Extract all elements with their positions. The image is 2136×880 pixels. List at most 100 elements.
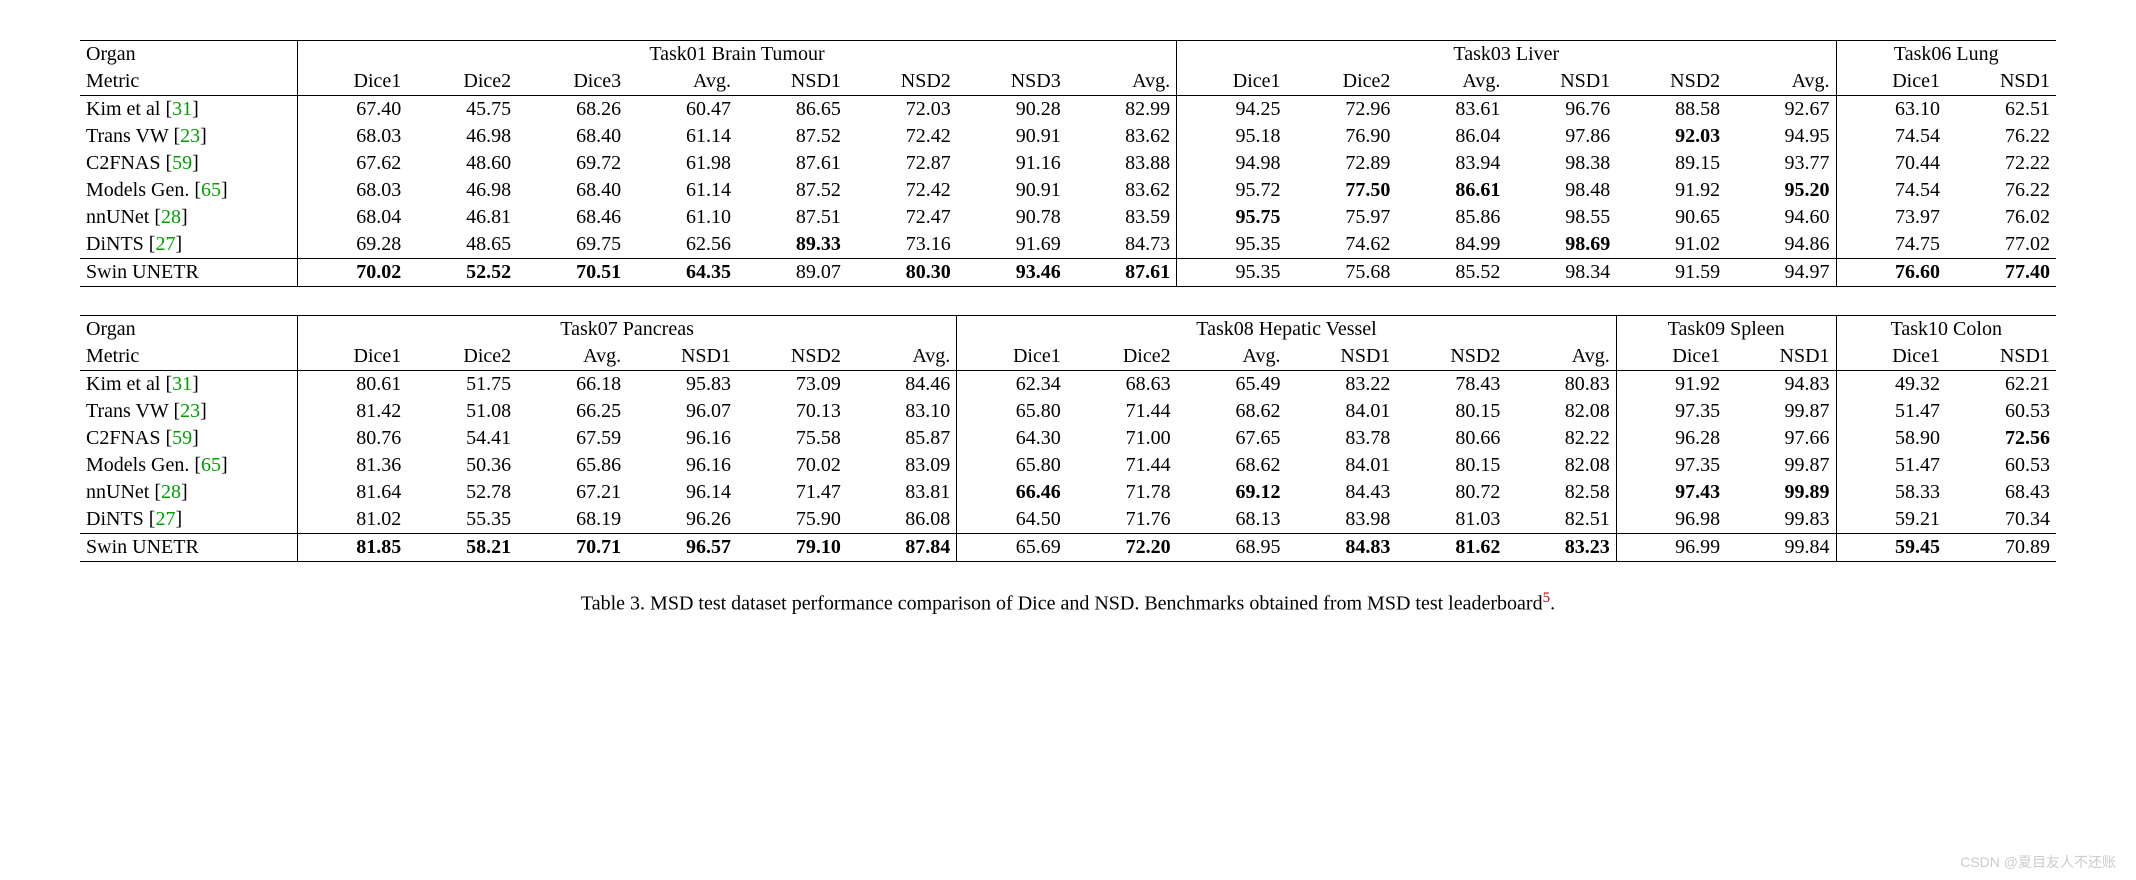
data-cell: 83.94 — [1396, 150, 1506, 177]
header-metric-col: Dice1 — [1616, 343, 1726, 371]
data-cell: 96.57 — [627, 534, 737, 562]
data-cell: 85.86 — [1396, 204, 1506, 231]
data-cell: 81.64 — [297, 479, 407, 506]
data-cell: 73.97 — [1836, 204, 1946, 231]
data-cell: 50.36 — [407, 452, 517, 479]
data-cell: 67.65 — [1177, 425, 1287, 452]
data-cell: 90.91 — [957, 177, 1067, 204]
data-cell: 80.15 — [1396, 398, 1506, 425]
data-cell: 70.71 — [517, 534, 627, 562]
data-cell: 86.08 — [847, 506, 957, 534]
data-cell: 83.62 — [1067, 123, 1177, 150]
data-cell: 92.67 — [1726, 96, 1836, 124]
data-cell: 68.13 — [1177, 506, 1287, 534]
data-cell: 97.86 — [1506, 123, 1616, 150]
data-cell: 65.69 — [957, 534, 1067, 562]
header-metric-col: NSD1 — [1287, 343, 1397, 371]
data-cell: 51.75 — [407, 371, 517, 399]
data-cell: 76.22 — [1946, 177, 2056, 204]
data-cell: 73.16 — [847, 231, 957, 259]
data-cell: 68.62 — [1177, 398, 1287, 425]
method-label: Models Gen. [65] — [80, 177, 297, 204]
header-group: Task06 Lung — [1836, 41, 2056, 69]
data-cell: 94.83 — [1726, 371, 1836, 399]
data-cell: 69.28 — [297, 231, 407, 259]
data-cell: 90.91 — [957, 123, 1067, 150]
data-cell: 96.16 — [627, 425, 737, 452]
data-cell: 79.10 — [737, 534, 847, 562]
data-cell: 95.18 — [1177, 123, 1287, 150]
data-cell: 83.88 — [1067, 150, 1177, 177]
data-cell: 72.42 — [847, 177, 957, 204]
method-label: Kim et al [31] — [80, 371, 297, 399]
data-cell: 63.10 — [1836, 96, 1946, 124]
data-cell: 72.22 — [1946, 150, 2056, 177]
data-cell: 83.62 — [1067, 177, 1177, 204]
data-cell: 95.72 — [1177, 177, 1287, 204]
citation-ref: 65 — [201, 179, 221, 201]
data-cell: 95.35 — [1177, 231, 1287, 259]
data-cell: 68.03 — [297, 177, 407, 204]
data-cell: 98.38 — [1506, 150, 1616, 177]
method-label: Trans VW [23] — [80, 398, 297, 425]
data-cell: 80.83 — [1506, 371, 1616, 399]
data-cell: 99.87 — [1726, 452, 1836, 479]
data-cell: 82.51 — [1506, 506, 1616, 534]
data-cell: 89.15 — [1616, 150, 1726, 177]
data-cell: 97.35 — [1616, 452, 1726, 479]
data-cell: 78.43 — [1396, 371, 1506, 399]
data-cell: 52.78 — [407, 479, 517, 506]
header-metric-col: Dice3 — [517, 68, 627, 96]
data-cell: 80.15 — [1396, 452, 1506, 479]
data-cell: 96.28 — [1616, 425, 1726, 452]
data-cell: 72.87 — [847, 150, 957, 177]
data-cell: 71.78 — [1067, 479, 1177, 506]
data-cell: 77.50 — [1287, 177, 1397, 204]
data-cell: 85.52 — [1396, 259, 1506, 287]
header-metric-col: Dice1 — [1177, 68, 1287, 96]
data-cell: 46.81 — [407, 204, 517, 231]
data-cell: 87.52 — [737, 123, 847, 150]
data-cell: 61.98 — [627, 150, 737, 177]
header-metric-col: NSD1 — [1506, 68, 1616, 96]
header-metric-col: Dice2 — [1067, 343, 1177, 371]
header-metric-col: NSD2 — [847, 68, 957, 96]
data-cell: 84.99 — [1396, 231, 1506, 259]
data-cell: 55.35 — [407, 506, 517, 534]
header-metric-col: NSD1 — [627, 343, 737, 371]
header-metric-col: NSD1 — [1726, 343, 1836, 371]
data-cell: 84.43 — [1287, 479, 1397, 506]
data-cell: 72.03 — [847, 96, 957, 124]
data-cell: 83.10 — [847, 398, 957, 425]
header-metric-col: NSD2 — [1396, 343, 1506, 371]
data-cell: 90.65 — [1616, 204, 1726, 231]
data-cell: 99.83 — [1726, 506, 1836, 534]
data-cell: 87.51 — [737, 204, 847, 231]
header-metric-col: Avg. — [1396, 68, 1506, 96]
method-label: nnUNet [28] — [80, 204, 297, 231]
data-cell: 83.09 — [847, 452, 957, 479]
data-cell: 87.61 — [737, 150, 847, 177]
data-cell: 83.22 — [1287, 371, 1397, 399]
data-cell: 99.84 — [1726, 534, 1836, 562]
data-cell: 85.87 — [847, 425, 957, 452]
data-cell: 86.04 — [1396, 123, 1506, 150]
data-cell: 88.58 — [1616, 96, 1726, 124]
data-table: OrganTask07 PancreasTask08 Hepatic Vesse… — [80, 315, 2056, 562]
data-cell: 83.61 — [1396, 96, 1506, 124]
citation-ref: 59 — [172, 152, 192, 174]
citation-ref: 59 — [172, 427, 192, 449]
data-cell: 95.35 — [1177, 259, 1287, 287]
data-cell: 87.61 — [1067, 259, 1177, 287]
citation-ref: 31 — [172, 98, 192, 120]
data-cell: 72.96 — [1287, 96, 1397, 124]
data-cell: 70.02 — [737, 452, 847, 479]
data-cell: 84.01 — [1287, 452, 1397, 479]
data-cell: 84.01 — [1287, 398, 1397, 425]
data-cell: 77.02 — [1946, 231, 2056, 259]
data-cell: 95.20 — [1726, 177, 1836, 204]
data-cell: 81.42 — [297, 398, 407, 425]
data-cell: 84.73 — [1067, 231, 1177, 259]
data-cell: 82.58 — [1506, 479, 1616, 506]
data-cell: 82.08 — [1506, 452, 1616, 479]
